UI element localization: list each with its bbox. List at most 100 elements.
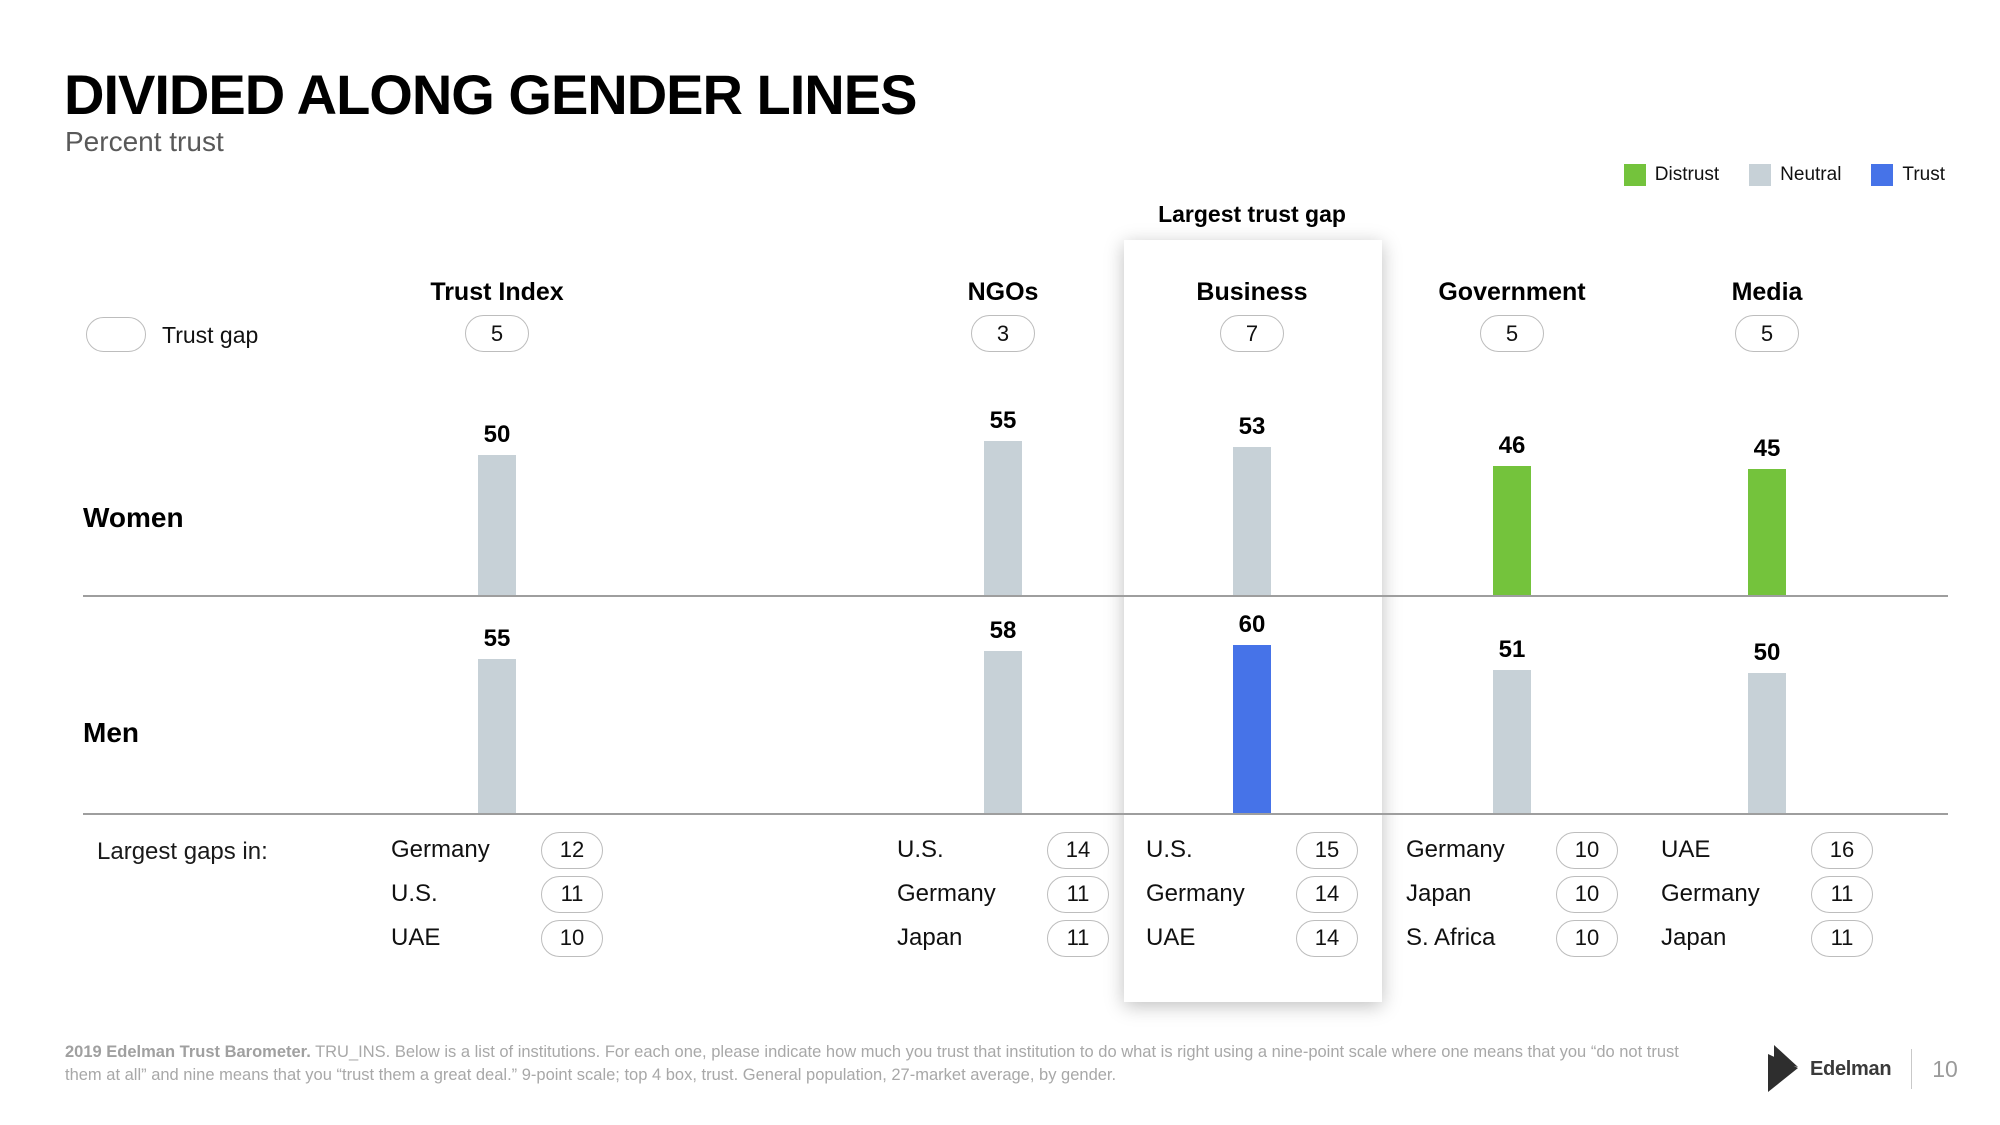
largest-gap-row: Germany 10 [1406,828,1618,872]
gap-market-label: Germany [1406,836,1505,863]
gap-market-label: Germany [1661,880,1760,907]
gap-market-label: UAE [1661,836,1711,863]
gap-value-pill: 14 [1296,875,1358,913]
men-bar-value-media: 50 [1753,639,1781,666]
gap-value-pill: 10 [541,919,603,957]
gap-market-label: Germany [897,880,996,907]
trust-gap-value-government: 5 [1480,315,1544,352]
gap-value-pill: 16 [1811,831,1873,869]
largest-gaps-column-media: UAE 16 Germany 11 Japan 11 [1661,828,1873,960]
footer-source-text: TRU_INS. Below is a list of institutions… [65,1043,1679,1085]
column-header-ngos: NGOs [967,278,1039,306]
men-bar-government [1493,670,1531,813]
men-bar-value-business: 60 [1238,611,1266,638]
gap-market-label: UAE [391,924,441,951]
largest-gap-row: Japan 10 [1406,872,1618,916]
footer-source-bold: 2019 Edelman Trust Barometer. [65,1043,311,1061]
largest-gaps-column-business: U.S. 15 Germany 14 UAE 14 [1146,828,1358,960]
largest-gap-row: UAE 16 [1661,828,1873,872]
largest-gaps-column-ngos: U.S. 14 Germany 11 Japan 11 [897,828,1109,960]
row-label-men: Men [83,717,139,748]
women-bar-media [1748,469,1786,595]
trust-gap-value-media: 5 [1735,315,1799,352]
women-bar-ngos [984,441,1022,595]
gap-market-label: Japan [897,924,963,951]
trust-gap-value-ngos: 3 [971,315,1035,352]
gap-market-label: U.S. [1146,836,1193,863]
legend-label: Trust [1902,164,1945,185]
logo-divider [1911,1049,1913,1089]
largest-gap-row: U.S. 14 [897,828,1109,872]
gap-value-pill: 11 [1811,875,1873,913]
gap-market-label: UAE [1146,924,1196,951]
legend-item-distrust: Distrust [1623,164,1720,186]
column-header-government: Government [1438,278,1586,306]
largest-gaps-column-government: Germany 10 Japan 10 S. Africa 10 [1406,828,1618,960]
column-header-media: Media [1731,278,1803,306]
gap-market-label: Germany [391,836,490,863]
legend-item-trust: Trust [1871,164,1945,186]
subtitle: Percent trust [65,126,224,157]
largest-gap-row: Japan 11 [897,916,1109,960]
women-bar-value-government: 46 [1498,432,1526,459]
women-bar-value-ngos: 55 [989,407,1017,434]
men-bar-value-ngos: 58 [989,617,1017,644]
women-bar-trust-index [478,455,516,595]
column-header-business: Business [1196,278,1308,306]
gap-value-pill: 15 [1296,831,1358,869]
men-bar-media [1748,673,1786,813]
column-header-trust-index: Trust Index [430,278,564,306]
row-label-women: Women [83,502,184,533]
gap-market-label: Japan [1661,924,1727,951]
gap-value-pill: 14 [1047,831,1109,869]
gap-market-label: Germany [1146,880,1245,907]
men-bar-value-government: 51 [1498,636,1526,663]
page-title: DIVIDED ALONG GENDER LINES [64,63,917,126]
gap-market-label: U.S. [391,880,438,907]
gap-value-pill: 10 [1556,919,1618,957]
largest-gap-row: U.S. 15 [1146,828,1358,872]
trust-gap-oval [86,317,146,352]
gap-market-label: Japan [1406,880,1472,907]
trust-gap-value-business: 7 [1220,315,1284,352]
largest-gap-row: UAE 14 [1146,916,1358,960]
gap-value-pill: 11 [1047,875,1109,913]
legend-swatch-distrust [1623,164,1646,186]
logo-block: Edelman 10 [1768,1045,1958,1093]
edelman-logo-text: Edelman [1810,1057,1892,1080]
legend-swatch-neutral [1749,164,1772,186]
women-bar-value-business: 53 [1238,413,1266,440]
largest-gaps-label: Largest gaps in: [97,838,268,865]
largest-gap-row: Germany 12 [391,828,603,872]
trust-gap-value-trust-index: 5 [465,315,529,352]
gap-value-pill: 11 [1047,919,1109,957]
edelman-arrow-icon [1768,1045,1798,1092]
women-bar-government [1493,466,1531,595]
women-bar-value-trust-index: 50 [483,421,511,448]
gap-value-pill: 10 [1556,831,1618,869]
gap-market-label: S. Africa [1406,924,1496,951]
largest-gap-row: Germany 11 [1661,872,1873,916]
largest-gaps-column-trust-index: Germany 12 U.S. 11 UAE 10 [391,828,603,960]
gap-value-pill: 11 [1811,919,1873,957]
highlight-box [1124,240,1382,1002]
gap-value-pill: 10 [1556,875,1618,913]
page-number: 10 [1932,1055,1958,1082]
gap-market-label: U.S. [897,836,944,863]
women-baseline [83,595,1948,597]
footer-source-note: 2019 Edelman Trust Barometer. TRU_INS. B… [65,1041,1695,1088]
legend-label: Distrust [1654,164,1720,185]
trust-gap-label: Trust gap [162,322,259,348]
women-bar-value-media: 45 [1753,435,1781,462]
largest-gap-row: UAE 10 [391,916,603,960]
largest-gap-row: U.S. 11 [391,872,603,916]
largest-gap-row: Japan 11 [1661,916,1873,960]
men-bar-business [1233,645,1271,813]
legend-swatch-trust [1871,164,1894,186]
women-bar-business [1233,447,1271,595]
legend-item-neutral: Neutral [1749,164,1841,186]
men-bar-value-trust-index: 55 [483,625,511,652]
men-bar-trust-index [478,659,516,813]
highlight-label: Largest trust gap [1158,201,1346,227]
